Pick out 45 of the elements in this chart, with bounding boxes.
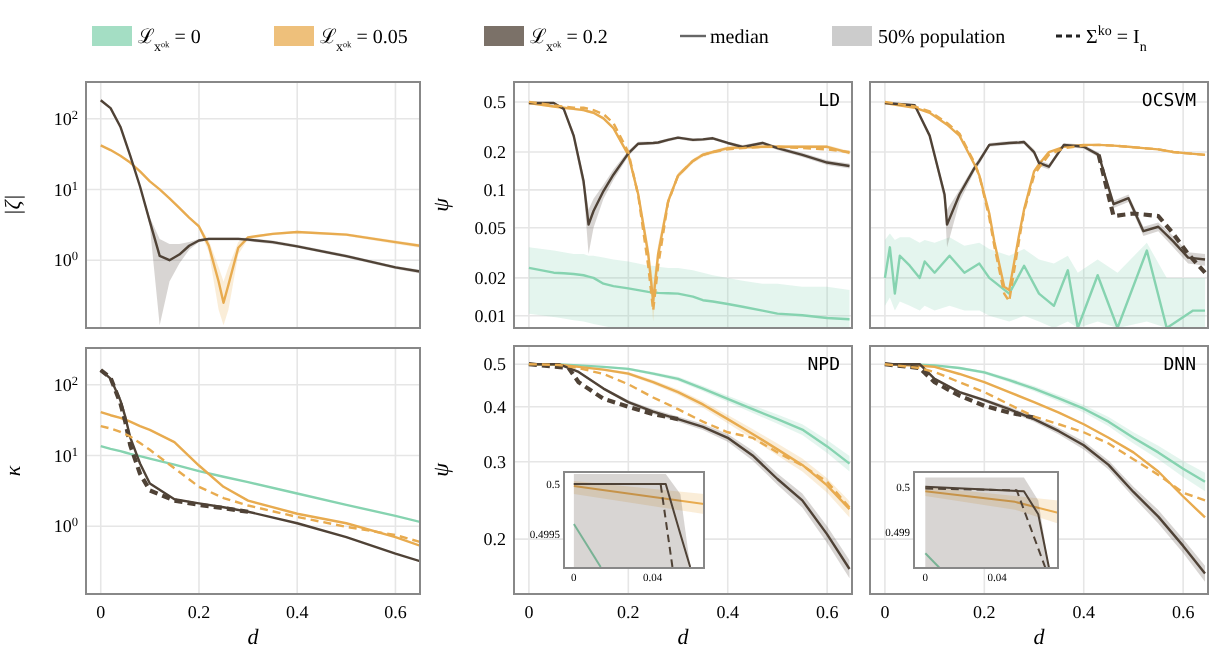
y-tick-label: 0.4 — [483, 397, 507, 418]
y-tick-label: 0.01 — [474, 306, 506, 327]
y-axis-title: κ — [2, 464, 26, 477]
y-tick-label: 0.2 — [483, 529, 506, 550]
y-tick-label: 0.5 — [483, 92, 507, 113]
legend-label: ℒ$_{xᵒᵏ}$ = 0 — [138, 27, 201, 55]
text: LD — [818, 92, 840, 112]
y-tick-label: 0.5 — [483, 354, 507, 375]
y-tick-label: 10$^{0}$ — [53, 249, 78, 271]
x-tick-label: 0.2 — [187, 602, 211, 622]
text: 50% population — [878, 27, 1006, 49]
y-tick-label: 10$^{1}$ — [53, 444, 78, 466]
legend-label: ℒ$_{xᵒᵏ}$ = 0.05 — [320, 27, 408, 55]
y-tick-label: 10$^{2}$ — [53, 107, 78, 129]
x-tick-label: 0 — [880, 602, 891, 622]
y-tick-label: 10$^{2}$ — [53, 373, 78, 395]
x-tick-label: 0.6 — [384, 602, 408, 622]
y-tick-label: 0.3 — [483, 452, 507, 472]
text: OCSVM — [1141, 92, 1198, 112]
x-axis-title: d — [1033, 626, 1046, 650]
x-tick-label: 0.2 — [617, 602, 640, 622]
x-tick-label: 0.6 — [1171, 602, 1196, 622]
x-tick-label: 0 — [96, 602, 107, 622]
y-axis-title: ψ — [430, 197, 454, 212]
y-tick-label: 0.2 — [483, 142, 506, 163]
y-axis-title: |ζ| — [2, 194, 26, 216]
x-tick-label: 0.4 — [1072, 602, 1096, 622]
text: Σ$^{ko}$ = I$_{n}$ — [1086, 23, 1148, 55]
legend-label: ℒ$_{xᵒᵏ}$ = 0.2 — [530, 27, 608, 55]
y-axis-title: ψ — [430, 462, 454, 477]
y-tick-label: 10$^{1}$ — [53, 178, 78, 200]
x-axis-title: d — [677, 626, 690, 650]
text: NPD — [807, 356, 840, 376]
x-tick-label: 0.4 — [716, 602, 740, 622]
text: median — [710, 27, 769, 49]
x-tick-label: 0 — [524, 602, 535, 622]
y-tick-label: 10$^{0}$ — [53, 515, 78, 537]
x-tick-label: 0.4 — [285, 602, 310, 622]
x-tick-label: 0.6 — [815, 602, 840, 622]
x-axis-title: d — [247, 626, 260, 650]
x-tick-label: 0.2 — [973, 602, 996, 622]
y-tick-label: 0.1 — [483, 180, 506, 201]
y-tick-label: 0.02 — [474, 268, 506, 289]
text: DNN — [1163, 356, 1196, 376]
y-tick-label: 0.05 — [474, 218, 507, 239]
